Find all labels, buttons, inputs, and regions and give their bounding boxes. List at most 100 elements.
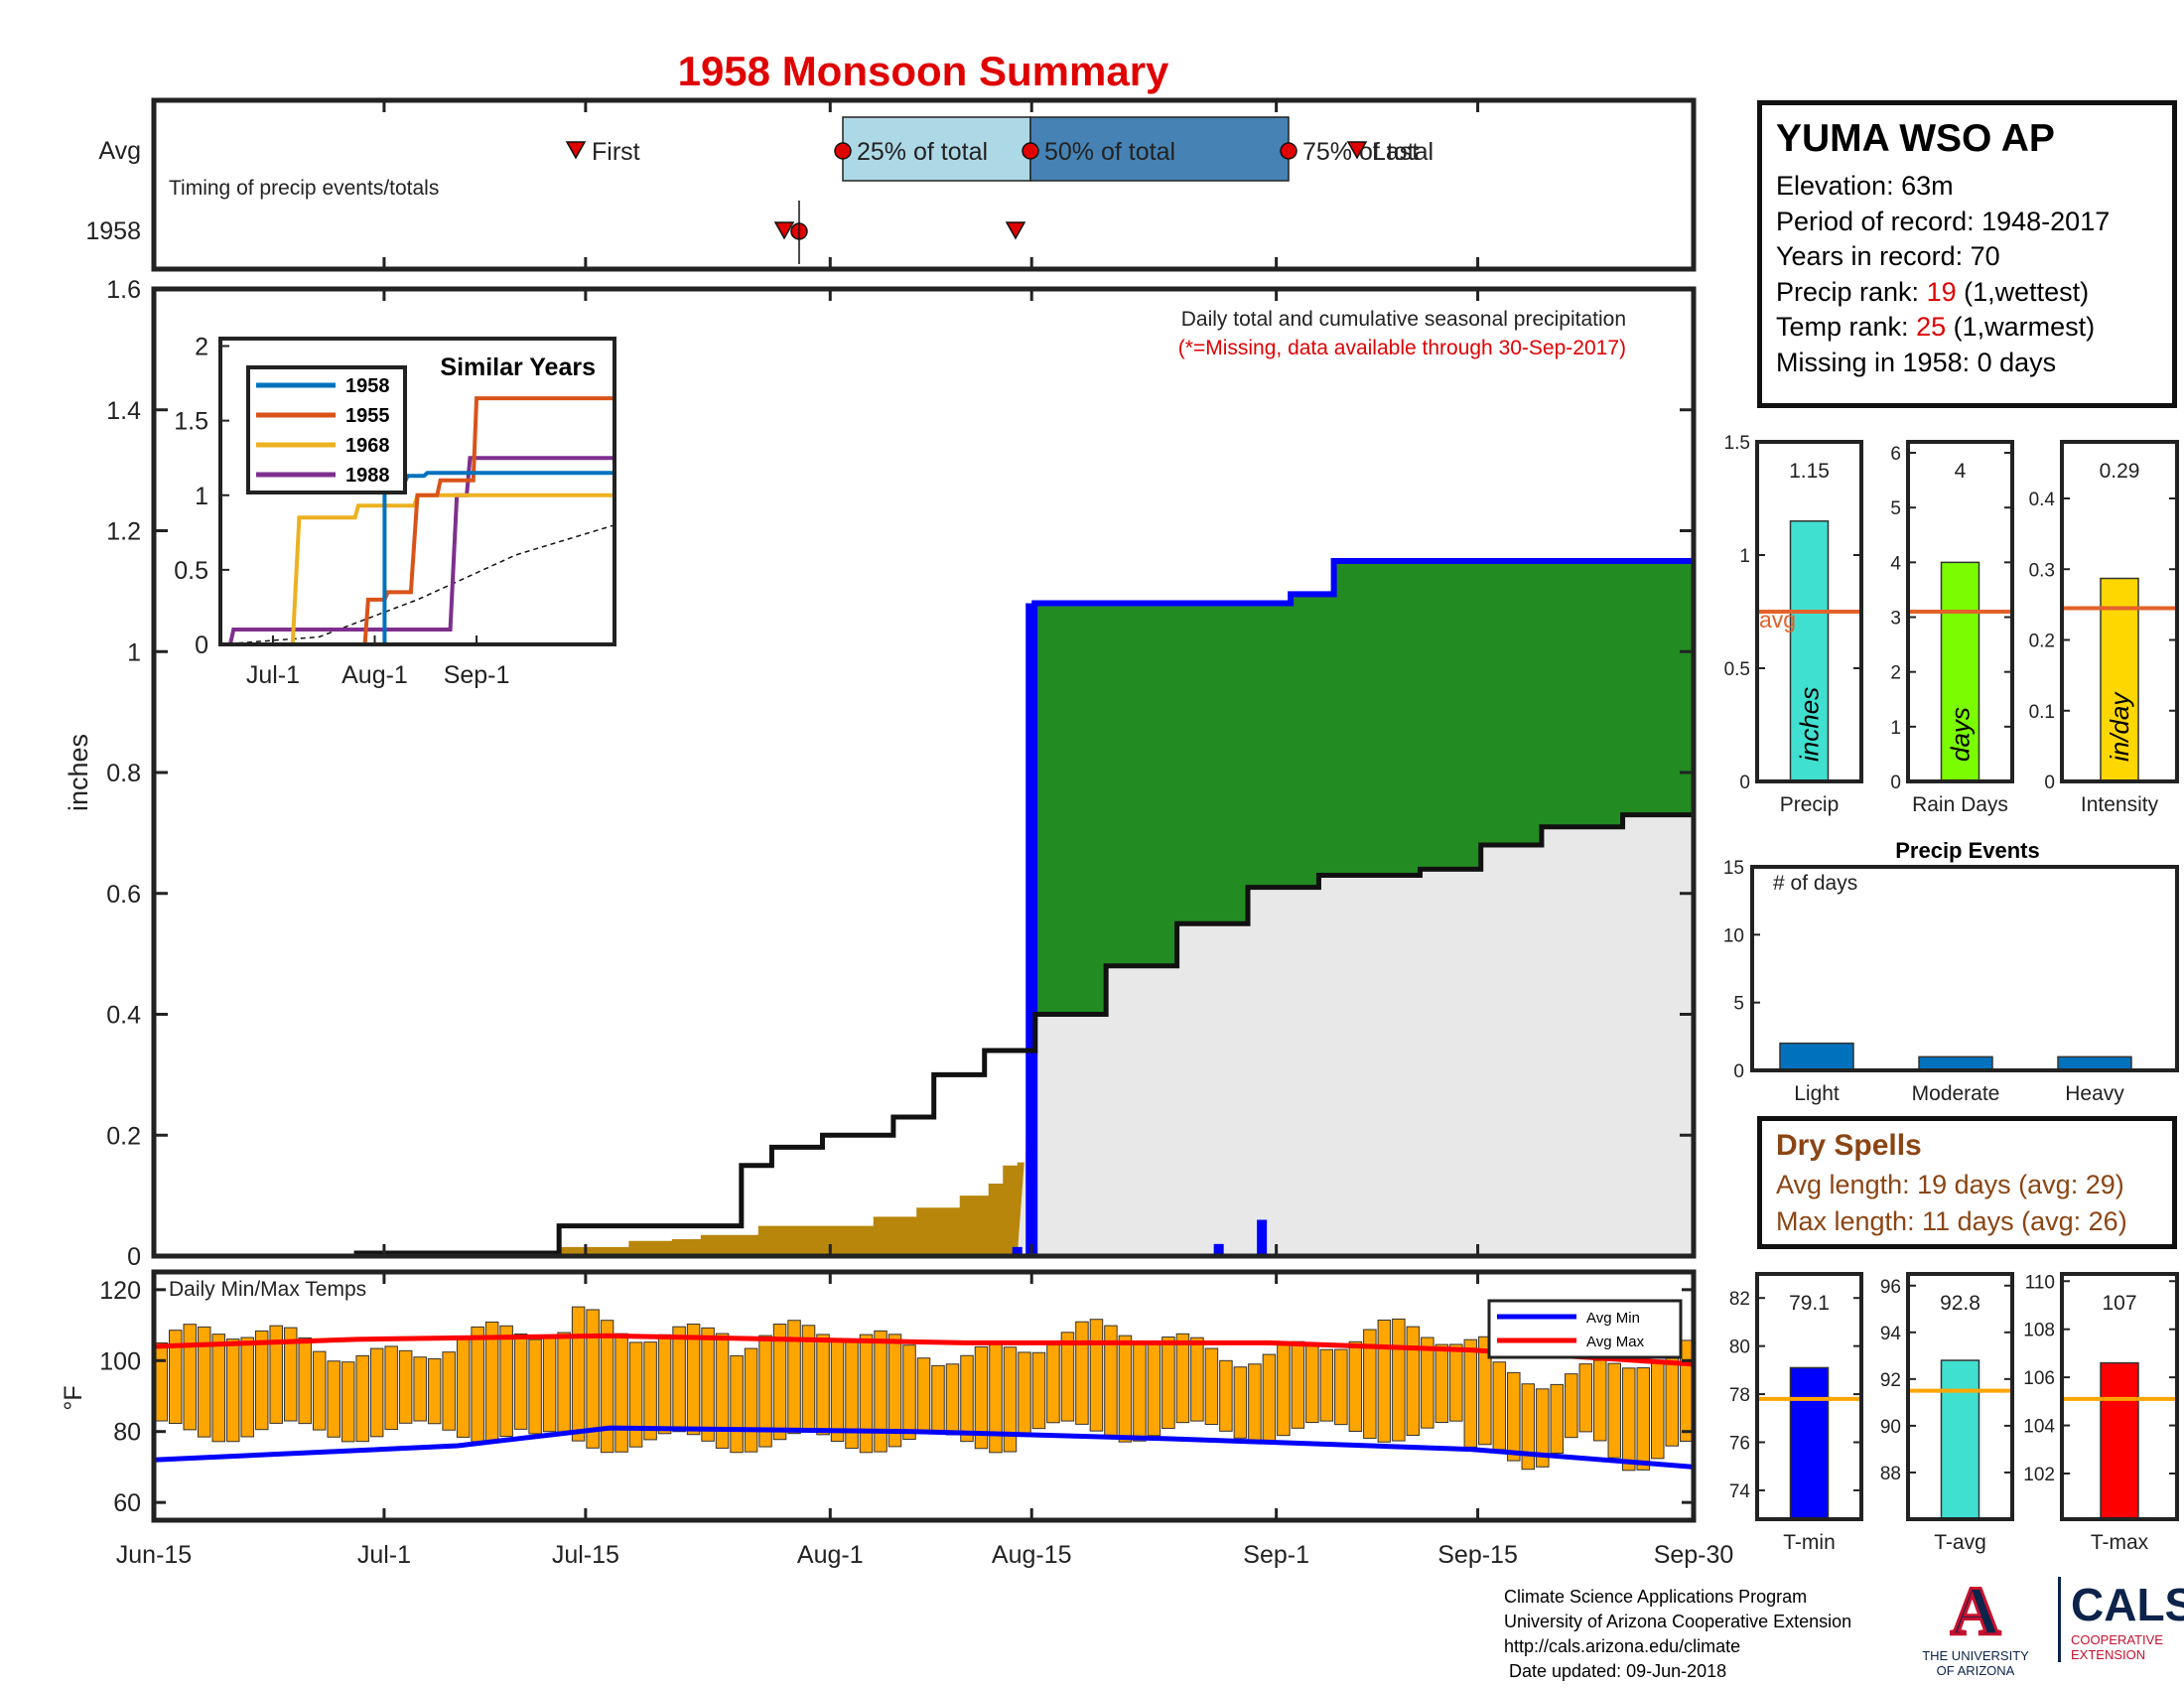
temp-range-bar — [1046, 1344, 1060, 1424]
stat-value-label: 79.1 — [1789, 1292, 1830, 1315]
temp-range-bar — [341, 1361, 355, 1443]
station-period: Period of record: 1948-2017 — [1776, 205, 2158, 240]
x-tick-label: Aug-15 — [992, 1541, 1072, 1569]
temp-range-bar — [269, 1325, 283, 1424]
stat-value-label: 107 — [2102, 1292, 2136, 1315]
ua-logo-text: OF ARIZONA — [1936, 1663, 2015, 1678]
inset-y-tick-label: 0 — [195, 632, 208, 659]
event-bar-light — [1779, 1042, 1854, 1071]
station-name: YUMA WSO AP — [1776, 117, 2055, 160]
temps-label: Daily Min/Max Temps — [169, 1278, 366, 1301]
x-tick-label: Jun-15 — [116, 1541, 192, 1569]
temp-range-bar — [513, 1333, 528, 1430]
dry-spells-box: Dry Spells Avg length: 19 days (avg: 29)… — [1757, 1116, 2177, 1249]
stat-y-tick-label: 78 — [1729, 1385, 1750, 1406]
temp-range-bar — [931, 1364, 945, 1433]
credits-line: University of Arizona Cooperative Extens… — [1504, 1612, 1852, 1631]
stat-bar-rain-days — [1940, 561, 1980, 782]
main-y-tick-label: 1.4 — [106, 397, 141, 425]
stat-y-tick-label: 82 — [1729, 1289, 1750, 1310]
inset-legend-label-1988: 1988 — [345, 465, 390, 487]
stat-unit-label: in/day — [2105, 691, 2134, 762]
temp-range-bar — [1492, 1361, 1507, 1451]
stat-value-label: 4 — [1955, 460, 1967, 483]
stat-x-label: Intensity — [2081, 793, 2159, 816]
station-info-box: YUMA WSO AP Elevation: 63m Period of rec… — [1757, 100, 2177, 408]
temp-range-bar — [1636, 1367, 1651, 1471]
temp-range-bar — [1003, 1346, 1018, 1453]
temp-range-bar — [168, 1330, 183, 1425]
temp-range-bar — [1305, 1343, 1319, 1424]
temp-range-bar — [715, 1333, 730, 1449]
similar-years-inset: 0 0.5 1 1.5 2 Jul-1 Aug-1 Sep-1 Similar Years 1… — [174, 334, 616, 689]
temp-range-bar — [298, 1336, 312, 1425]
main-ylabel: inches — [64, 734, 93, 811]
timing-panel: Avg 1958 Timing of precip events/totals … — [85, 97, 1697, 272]
inset-y-tick-label: 0.5 — [174, 557, 208, 585]
temp-range-bar — [1578, 1363, 1593, 1433]
temp-rank-note: (1,warmest) — [1946, 312, 2096, 342]
temp-range-bar — [1031, 1351, 1046, 1430]
temp-range-bar — [327, 1360, 341, 1438]
temp-range-bar — [1421, 1336, 1434, 1429]
temp-range-bar — [456, 1338, 471, 1438]
timing-subtitle: Timing of precip events/totals — [169, 177, 439, 200]
temp-rank-label: Temp rank: — [1776, 312, 1917, 342]
daily-precip-bar — [1012, 1246, 1023, 1256]
stat-y-tick-label: 1.5 — [1724, 433, 1750, 454]
avg-min-line — [153, 1425, 1695, 1470]
x-tick-label: Sep-30 — [1654, 1541, 1734, 1569]
event-x-label: Heavy — [2065, 1082, 2124, 1105]
temp-range-bar — [1118, 1335, 1133, 1443]
inset-y-tick-label: 1.5 — [174, 408, 208, 436]
temp-range-bar — [384, 1345, 398, 1431]
average-cumulative-area — [1017, 802, 1694, 1256]
x-tick-label: Aug-1 — [797, 1541, 864, 1569]
temp-y-tick-label: 100 — [99, 1347, 141, 1375]
year-last-marker — [1005, 221, 1026, 240]
temp-range-bar — [471, 1326, 484, 1443]
inset-x-tick-label: Aug-1 — [341, 661, 408, 689]
temp-range-bar — [643, 1341, 657, 1441]
temp-range-bar — [355, 1354, 369, 1443]
stat-panel-frame — [1755, 440, 1863, 783]
temps-panel: Jun-15 Jul-1 Jul-15 Aug-1 Aug-15 Sep-1 Sep-15 S… — [60, 1269, 1734, 1569]
temp-range-bar — [1262, 1353, 1277, 1442]
stat-panel-frame — [2060, 440, 2179, 783]
event-y-tick-label: 0 — [1733, 1061, 1744, 1082]
stat-value-label: 92.8 — [1940, 1292, 1980, 1315]
stat-x-label: Rain Days — [1912, 793, 2008, 816]
stat-x-label: T-max — [2091, 1531, 2149, 1554]
temp-range-bar — [744, 1347, 758, 1453]
inset-x-tick-label: Jul-1 — [246, 661, 300, 689]
inset-legend — [246, 365, 407, 494]
temp-range-bar — [1593, 1359, 1607, 1442]
stat-x-label: T-min — [1783, 1531, 1836, 1554]
stat-unit-label: days — [1946, 707, 1976, 762]
temp-range-bar — [916, 1357, 931, 1435]
observed-cumulative-line — [1031, 557, 1694, 607]
credits-line: http://cals.arizona.edu/climate — [1504, 1636, 1741, 1656]
stat-y-tick-label: 1 — [1890, 718, 1901, 739]
temp-range-bar — [887, 1334, 902, 1448]
temp-range-bar — [960, 1354, 974, 1443]
temp-range-bar — [758, 1335, 772, 1448]
main-y-tick-label: 0 — [127, 1243, 141, 1271]
temps-frame — [151, 1269, 1697, 1523]
inset-average-line — [219, 524, 615, 645]
station-precip-rank: Precip rank: 19 (1,wettest) — [1776, 275, 2158, 311]
temp-range-bar — [283, 1327, 298, 1422]
avg-q25-marker — [834, 142, 852, 160]
precip-events-panel: Precip Events Light Moderate Heavy 0 5 10 15 #… — [1723, 838, 2179, 1105]
stat-x-label: Precip — [1780, 793, 1840, 816]
timing-frame — [151, 97, 1697, 272]
stat-y-tick-label: 110 — [2025, 1272, 2055, 1293]
stat-y-tick-label: 104 — [2023, 1417, 2055, 1438]
years-value: 70 — [1970, 241, 2000, 271]
ua-logo-text: THE UNIVERSITY — [1922, 1648, 2029, 1663]
temp-range-bar — [787, 1320, 801, 1435]
main-y-tick-label: 1.2 — [106, 518, 141, 546]
university-of-arizona-logo: A THE UNIVERSITY OF ARIZONA — [1921, 1575, 2030, 1678]
temp-range-bar — [571, 1306, 586, 1442]
stat-y-tick-label: 102 — [2023, 1465, 2055, 1485]
